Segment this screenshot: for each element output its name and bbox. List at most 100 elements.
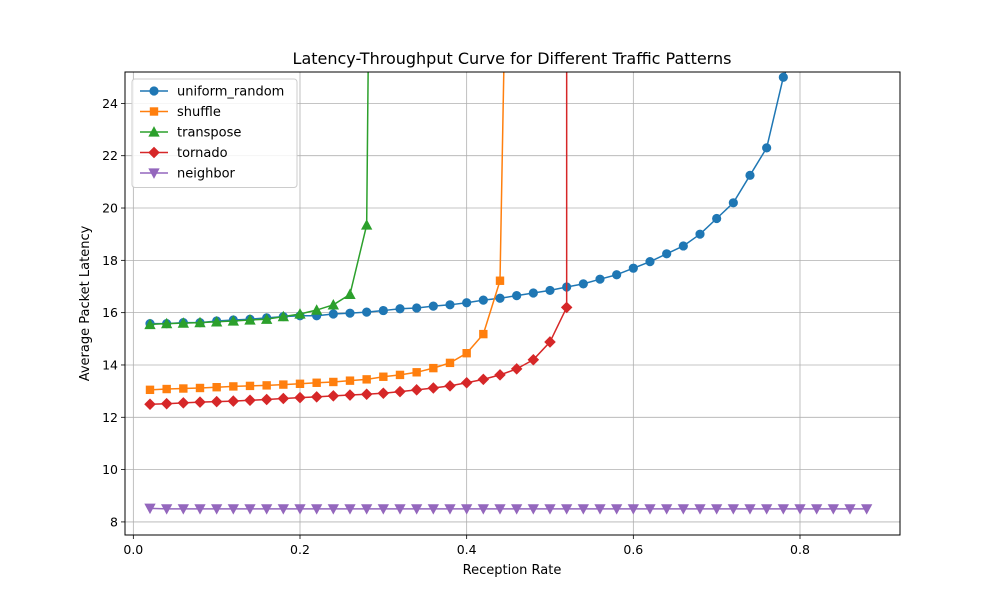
data-point-uniform_random — [578, 279, 588, 289]
data-point-shuffle — [462, 349, 471, 358]
data-point-neighbor — [194, 504, 206, 515]
data-point-tornado — [227, 395, 240, 407]
data-point-shuffle — [445, 358, 455, 368]
data-point-neighbor — [427, 504, 440, 515]
data-point-neighbor — [394, 504, 406, 515]
data-point-tornado — [310, 391, 323, 403]
data-point-neighbor — [727, 504, 740, 515]
y-tick-label: 14 — [102, 357, 118, 372]
y-tick-label: 8 — [110, 514, 118, 529]
data-point-neighbor — [660, 504, 673, 515]
data-point-neighbor — [710, 504, 723, 515]
data-point-transpose — [227, 315, 240, 326]
data-point-neighbor — [777, 504, 790, 515]
data-point-tornado — [210, 395, 223, 408]
data-point-tornado — [294, 391, 306, 404]
data-point-tornado — [344, 389, 356, 401]
data-point-tornado — [444, 380, 456, 392]
data-point-neighbor — [410, 504, 423, 515]
data-point-uniform_random — [462, 298, 472, 308]
data-point-neighbor — [527, 504, 540, 515]
data-point-transpose — [344, 288, 356, 299]
data-point-uniform_random — [478, 295, 488, 305]
legend-item-shuffle: shuffle — [140, 105, 221, 120]
data-point-tornado — [177, 397, 190, 409]
data-point-neighbor — [544, 504, 556, 515]
data-point-neighbor — [510, 504, 523, 515]
data-point-transpose — [277, 310, 290, 322]
data-point-tornado — [194, 396, 206, 408]
x-tick-label: 0.0 — [123, 542, 143, 557]
y-tick-label: 10 — [102, 462, 118, 477]
data-point-tornado — [260, 393, 273, 406]
data-point-transpose — [310, 304, 323, 315]
legend-marker — [149, 107, 159, 116]
data-point-shuffle — [295, 379, 305, 389]
chart-title: Latency-Throughput Curve for Different T… — [293, 49, 732, 68]
legend-label: transpose — [177, 126, 241, 141]
legend-label: neighbor — [177, 167, 236, 182]
data-point-neighbor — [377, 504, 390, 515]
data-point-uniform_random — [762, 143, 772, 153]
x-tick-label: 0.2 — [290, 542, 310, 557]
data-point-shuffle — [345, 376, 355, 385]
x-axis-label: Reception Rate — [463, 563, 562, 578]
legend-marker — [148, 168, 160, 179]
data-point-tornado — [477, 373, 490, 386]
plot-frame — [124, 71, 901, 536]
data-point-tornado — [144, 398, 156, 410]
data-point-uniform_random — [728, 198, 738, 208]
data-point-neighbor — [644, 504, 656, 515]
y-axis-label: Average Packet Latency — [78, 225, 93, 381]
data-point-neighbor — [477, 504, 490, 515]
data-point-neighbor — [210, 504, 223, 515]
data-point-uniform_random — [595, 274, 605, 284]
data-point-shuffle — [279, 380, 288, 389]
grid-lines — [125, 72, 900, 535]
series-line-neighbor — [149, 507, 867, 510]
data-point-transpose — [194, 316, 206, 328]
data-point-neighbor — [677, 504, 690, 515]
x-tick-label: 0.6 — [623, 542, 643, 557]
data-point-shuffle — [379, 372, 388, 381]
data-point-uniform_random — [695, 229, 705, 239]
legend-item-uniform_random: uniform_random — [140, 85, 284, 100]
series-tornado — [144, 72, 573, 410]
data-point-neighbor — [827, 504, 840, 515]
data-point-shuffle — [179, 384, 188, 393]
axis-ticks: 0.0 0.2 0.4 0.6 0.8 8 10 12 14 16 18 20 22 24 — [102, 96, 810, 557]
data-point-shuffle — [495, 276, 505, 285]
data-point-uniform_random — [412, 303, 422, 313]
y-tick-label: 22 — [102, 148, 118, 163]
data-point-uniform_random — [428, 301, 438, 311]
data-point-transpose — [210, 315, 223, 327]
legend-label: uniform_random — [177, 85, 284, 100]
data-point-transpose — [327, 298, 340, 310]
data-point-uniform_random — [362, 307, 372, 317]
series-transpose — [144, 72, 373, 330]
data-point-uniform_random — [345, 308, 355, 318]
data-point-shuffle — [312, 378, 321, 387]
x-tick-label: 0.4 — [457, 542, 477, 557]
data-point-shuffle — [245, 381, 255, 391]
data-point-shuffle — [412, 368, 421, 377]
x-tick-label: 0.8 — [790, 542, 810, 557]
data-point-neighbor — [360, 504, 373, 515]
legend-label: shuffle — [177, 105, 221, 120]
data-point-shuffle — [262, 381, 271, 390]
y-tick-label: 20 — [102, 201, 118, 216]
data-point-shuffle — [429, 363, 438, 373]
data-point-uniform_random — [378, 305, 388, 316]
data-point-neighbor — [244, 504, 256, 515]
data-point-neighbor — [760, 504, 773, 515]
data-point-uniform_random — [662, 249, 672, 259]
data-point-uniform_random — [512, 291, 522, 301]
data-point-shuffle — [195, 383, 205, 393]
data-point-tornado — [277, 392, 290, 405]
data-point-neighbor — [160, 504, 173, 515]
data-point-neighbor — [344, 504, 356, 515]
data-point-uniform_random — [796, 34, 804, 42]
data-point-shuffle — [329, 377, 338, 387]
